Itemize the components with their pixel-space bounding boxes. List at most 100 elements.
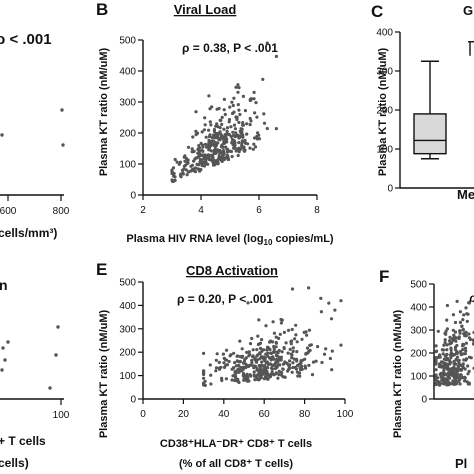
panel-e-x-label: CD38⁺HLA⁻DR⁺ CD8⁺ T cells xyxy=(160,438,312,450)
x-tick-label: 60 xyxy=(259,409,271,420)
data-point xyxy=(258,342,262,346)
data-point xyxy=(238,360,242,364)
data-point xyxy=(209,123,213,127)
data-point xyxy=(248,373,252,377)
panel-b-x-label: Plasma HIV RNA level (log10 copies/mL) xyxy=(126,233,334,247)
y-tick-label: 100 xyxy=(376,145,393,156)
data-point xyxy=(241,367,245,371)
data-point xyxy=(236,354,240,358)
data-point xyxy=(314,359,318,363)
data-point xyxy=(183,154,187,158)
data-point xyxy=(170,168,174,172)
data-point xyxy=(217,360,221,364)
data-point xyxy=(437,362,442,366)
data-point xyxy=(215,159,220,163)
data-point xyxy=(248,116,252,121)
data-point xyxy=(3,358,7,362)
y-tick-label: 0 xyxy=(421,395,427,406)
data-point xyxy=(295,340,299,344)
data-point xyxy=(202,381,206,385)
data-point xyxy=(232,351,236,355)
panel-f-stat: ρ xyxy=(468,291,474,305)
data-point xyxy=(274,371,278,375)
data-point xyxy=(232,96,236,100)
data-point xyxy=(233,127,237,131)
data-point xyxy=(449,350,453,355)
data-point xyxy=(274,54,278,59)
data-point xyxy=(258,377,262,381)
data-point xyxy=(442,379,446,383)
data-point xyxy=(247,379,251,383)
data-point xyxy=(186,161,190,165)
data-point xyxy=(270,367,275,371)
panel-e: E CD8 Activation ρ = 0.20, P < .001 Plas… xyxy=(96,260,354,470)
data-point xyxy=(197,168,201,172)
data-point xyxy=(200,130,204,134)
data-point xyxy=(320,360,324,365)
data-point xyxy=(458,331,462,335)
data-point xyxy=(243,109,247,113)
data-point xyxy=(232,110,236,114)
data-point xyxy=(308,348,312,352)
y-tick-label: 300 xyxy=(376,67,393,78)
data-point xyxy=(291,361,295,365)
data-point xyxy=(461,366,465,370)
data-point xyxy=(461,344,465,348)
y-tick-label: 400 xyxy=(410,303,427,314)
data-point xyxy=(216,141,220,145)
data-point xyxy=(56,325,60,329)
data-point xyxy=(457,361,461,365)
data-point xyxy=(453,330,458,334)
data-point xyxy=(195,131,200,135)
data-point xyxy=(255,358,259,362)
data-point xyxy=(269,351,273,355)
data-point xyxy=(233,373,237,377)
data-point xyxy=(272,331,276,335)
data-point xyxy=(207,157,211,161)
data-point xyxy=(469,356,473,360)
data-point xyxy=(254,101,258,105)
data-point xyxy=(255,137,260,141)
data-point xyxy=(234,85,238,89)
data-point xyxy=(203,156,208,160)
x-tick-label: 0 xyxy=(140,409,146,420)
data-point xyxy=(288,366,292,370)
data-point xyxy=(243,138,247,143)
data-point xyxy=(233,135,237,139)
data-point xyxy=(261,77,265,81)
panel-f-y-label: Plasma KT ratio (nM/uM) xyxy=(392,309,404,438)
data-point xyxy=(256,353,260,357)
x-tick-label: 8 xyxy=(314,205,320,216)
data-point xyxy=(268,340,272,344)
data-point xyxy=(224,136,228,140)
data-point xyxy=(206,162,210,166)
panel-c-y-label: Plasma KT ratio (nM/uM) xyxy=(377,47,389,176)
data-point xyxy=(202,376,206,380)
data-point xyxy=(221,142,225,146)
data-point xyxy=(191,135,195,139)
data-point xyxy=(333,308,337,312)
data-point xyxy=(307,328,311,332)
data-point xyxy=(274,345,278,349)
data-point xyxy=(191,150,195,154)
data-point xyxy=(445,358,449,362)
data-point xyxy=(274,360,278,364)
data-point xyxy=(265,366,269,370)
data-point xyxy=(190,163,194,167)
data-point xyxy=(466,372,470,376)
data-point xyxy=(290,370,294,374)
data-point xyxy=(445,362,449,366)
data-point xyxy=(450,371,454,375)
data-point xyxy=(442,357,446,361)
data-point xyxy=(458,310,462,314)
data-point xyxy=(248,123,252,127)
data-point xyxy=(252,90,256,94)
data-point xyxy=(210,136,214,140)
data-point xyxy=(456,368,460,372)
data-point xyxy=(178,160,182,164)
data-point xyxy=(270,363,274,367)
data-point xyxy=(288,363,292,367)
data-point xyxy=(461,328,465,332)
data-point xyxy=(265,126,269,131)
data-point xyxy=(457,364,461,368)
